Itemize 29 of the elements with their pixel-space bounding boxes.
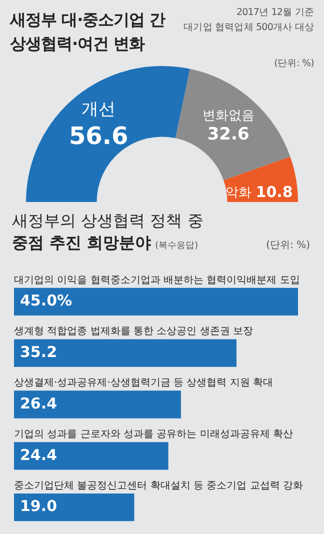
text: 2017년 12월 기준 xyxy=(236,6,314,19)
text: (복수응답) xyxy=(155,240,198,252)
chart-title: 새정부 대·중소기업 간 상생협력·여건 변화 xyxy=(10,9,166,55)
data-label: 24.4 xyxy=(20,446,58,464)
chart-subtitle: 중점 추진 희망분야 xyxy=(12,232,152,254)
slice-label: 개선 xyxy=(82,99,116,120)
slice-label: 악화 xyxy=(226,185,256,200)
bar xyxy=(14,493,134,522)
chart-title: 새정부의 상생협력 정책 중 xyxy=(12,210,204,232)
text: (단위: %) xyxy=(266,239,310,252)
text: 대기업 협력업체 500개사 대상 xyxy=(184,21,314,34)
bar xyxy=(14,390,181,418)
data-label: 56.6 xyxy=(68,122,128,150)
data-label: 32.6 xyxy=(207,124,250,145)
y-tick-label: 대기업의 이익을 협력중소기업과 배분하는 협력이익배분제 도입 xyxy=(14,274,300,286)
data-label: 35.2 xyxy=(20,342,58,361)
slice-label: 변화없음 xyxy=(202,108,254,124)
data-label: 10.8 xyxy=(256,182,293,201)
y-tick-label: 기업의 성과를 근로자와 성과를 공유하는 미래성과공유제 확산 xyxy=(14,428,294,440)
data-label: 19.0 xyxy=(20,497,58,516)
y-tick-label: 상생결제·성과공유제·상생협력기금 등 상생협력 지원 확대 xyxy=(14,378,274,389)
bar xyxy=(14,442,168,470)
data-label: 26.4 xyxy=(20,394,58,412)
text: (단위: %) xyxy=(274,57,314,70)
data-label: 45.0% xyxy=(20,292,72,310)
y-tick-label: 중소기업단체 불공정신고센터 확대설치 등 중소기업 교섭력 강화 xyxy=(14,480,304,492)
bar xyxy=(14,288,298,316)
y-tick-label: 생계형 적합업종 법제화를 통한 소상공인 생존권 보장 xyxy=(14,326,254,338)
bar xyxy=(14,339,236,367)
